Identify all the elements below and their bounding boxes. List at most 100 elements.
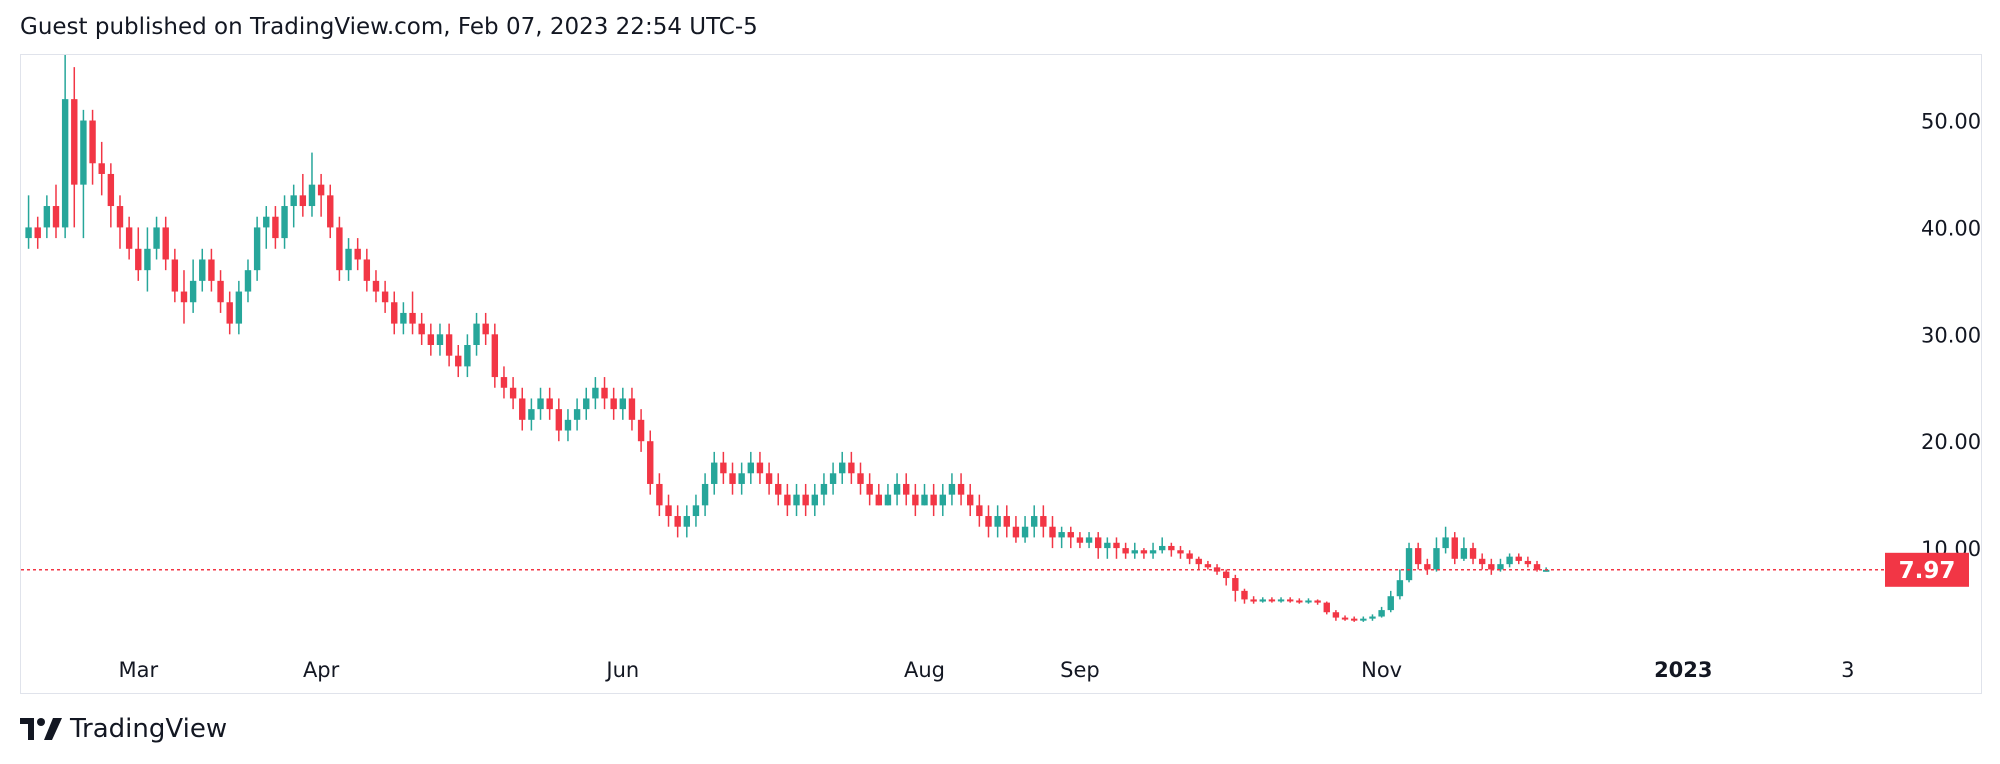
- candle-body: [464, 345, 471, 367]
- candle-body: [244, 270, 252, 292]
- candle-body: [1140, 550, 1148, 554]
- candle-body: [1286, 599, 1294, 602]
- candle: [656, 473, 663, 517]
- candle: [720, 451, 727, 484]
- candle-body: [701, 483, 709, 506]
- candle: [1341, 615, 1349, 621]
- candle: [1095, 532, 1102, 559]
- candle-body: [1424, 564, 1431, 570]
- candle: [1323, 601, 1330, 615]
- last-price-label: 7.97: [1899, 558, 1956, 584]
- candle: [573, 398, 581, 431]
- candle: [299, 173, 307, 217]
- candle-body: [25, 227, 32, 239]
- candle: [1387, 590, 1394, 613]
- candle-body: [1515, 556, 1522, 561]
- candle-body: [98, 163, 105, 174]
- candle-body: [235, 291, 243, 324]
- candle: [528, 398, 535, 431]
- candle: [921, 483, 928, 506]
- candle-body: [1113, 542, 1120, 549]
- candle-body: [263, 216, 270, 228]
- candle: [1131, 542, 1138, 559]
- candle-body: [226, 302, 233, 324]
- candle-body: [912, 494, 919, 506]
- candle: [1076, 532, 1084, 549]
- candle: [1350, 616, 1358, 622]
- candle-body: [345, 248, 352, 271]
- candle: [500, 366, 508, 399]
- candle: [784, 483, 791, 517]
- candle-body: [171, 259, 179, 292]
- candle-body: [692, 505, 700, 517]
- candle-body: [976, 505, 983, 517]
- candle-body: [1031, 516, 1038, 527]
- candle-body: [656, 483, 663, 506]
- candle: [1332, 610, 1340, 621]
- candle-body: [765, 473, 773, 484]
- candle-body: [1067, 532, 1074, 538]
- candle: [829, 462, 837, 495]
- candle-body: [135, 248, 142, 271]
- candle-body: [884, 494, 892, 506]
- candle-body: [1533, 564, 1541, 570]
- candle: [1012, 516, 1020, 543]
- last-price-indicator: 7.97: [21, 552, 1969, 587]
- candle-body: [1497, 564, 1504, 570]
- price-tick-label: 20.00: [1921, 430, 1981, 454]
- candle: [1040, 505, 1047, 538]
- candle: [455, 345, 462, 378]
- candle-body: [519, 398, 526, 420]
- candle-body: [363, 259, 371, 281]
- candle-body: [948, 483, 956, 495]
- candle: [1524, 556, 1532, 568]
- candle: [89, 109, 96, 185]
- time-axis[interactable]: Mar Apr Jun Aug Sep Nov 2023 3: [118, 658, 1854, 682]
- candle-body: [610, 398, 617, 410]
- candle-body: [1405, 548, 1413, 581]
- candle: [1003, 505, 1010, 538]
- candle: [637, 409, 645, 452]
- candle-body: [1387, 596, 1394, 611]
- candle: [336, 216, 343, 281]
- candle-body: [327, 195, 334, 228]
- candle: [1414, 542, 1422, 570]
- candle-body: [180, 291, 188, 303]
- candle-body: [1360, 618, 1367, 621]
- candle: [107, 163, 115, 228]
- tradingview-logo-icon[interactable]: [20, 716, 64, 742]
- candle: [1451, 532, 1458, 565]
- candle: [985, 505, 992, 538]
- time-tick-label: Apr: [303, 658, 340, 682]
- time-tick-label: 2023: [1654, 658, 1712, 682]
- candle-body: [921, 494, 928, 506]
- candle-body: [290, 195, 297, 207]
- candle: [464, 334, 471, 378]
- candle: [290, 184, 297, 228]
- candle-body: [738, 473, 745, 484]
- candle-body: [784, 494, 791, 506]
- candle-body: [683, 516, 691, 527]
- candle-body: [939, 494, 946, 506]
- candle: [820, 473, 828, 506]
- candle: [583, 387, 590, 420]
- candle: [1433, 537, 1440, 572]
- candle: [43, 195, 51, 239]
- candle-body: [1222, 571, 1230, 579]
- candle: [354, 238, 361, 271]
- candle: [327, 184, 334, 239]
- candle-body: [1433, 548, 1440, 570]
- tradingview-brand[interactable]: TradingView: [70, 714, 228, 744]
- candle-body: [1177, 550, 1184, 554]
- candle-body: [400, 312, 407, 324]
- candle: [61, 55, 69, 239]
- candle-body: [857, 473, 864, 484]
- candle: [875, 483, 882, 506]
- candle: [967, 483, 974, 517]
- candle-body: [1040, 516, 1047, 527]
- candle: [509, 377, 517, 410]
- candle-body: [793, 494, 800, 506]
- candle: [1460, 537, 1468, 561]
